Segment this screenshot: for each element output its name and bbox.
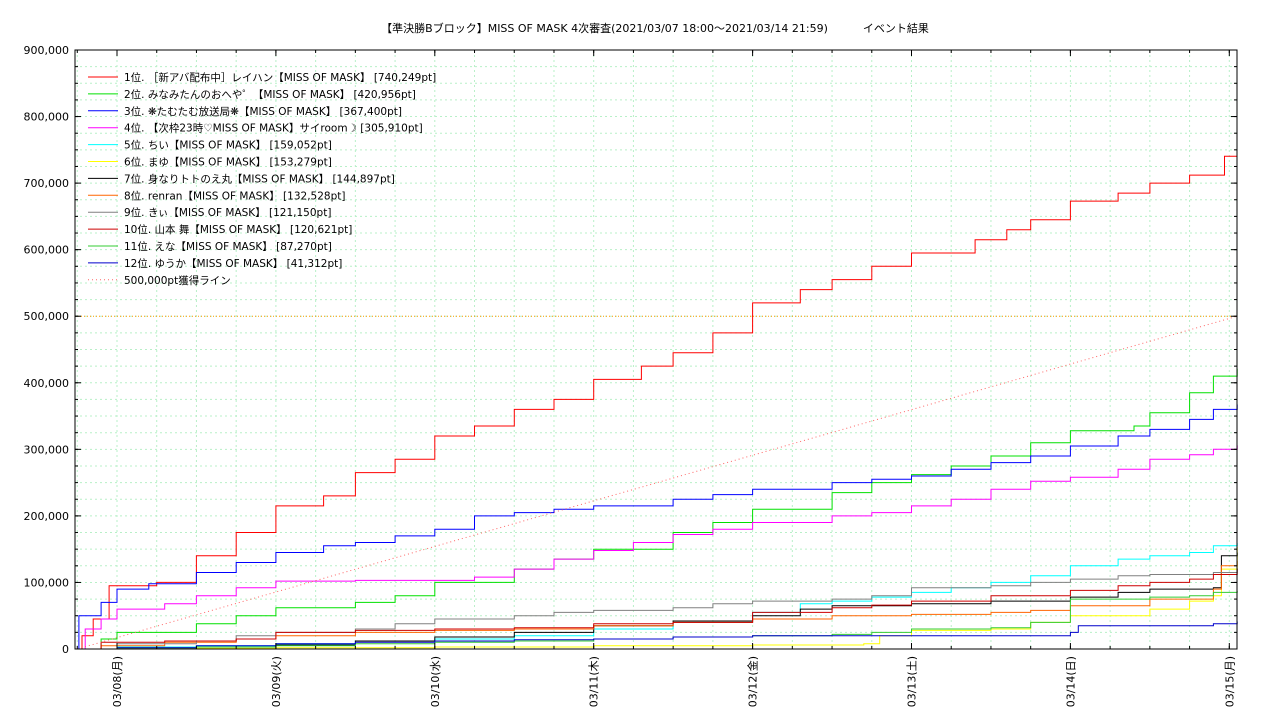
legend-label-4: 4位. 【次枠23時♡MISS OF MASK】サイroom☽ [305,910… bbox=[124, 122, 423, 135]
series-line-9 bbox=[77, 568, 1238, 650]
y-tick-label: 500,000 bbox=[24, 310, 70, 323]
y-tick-label: 100,000 bbox=[24, 576, 70, 589]
x-tick-label: 03/15(月) bbox=[1223, 656, 1236, 707]
legend-label-12: 12位. ゆうか【MISS OF MASK】 [41,312pt] bbox=[124, 257, 342, 270]
x-tick-label: 03/09(火) bbox=[270, 656, 283, 707]
series-line-2 bbox=[77, 368, 1238, 650]
series-line-3 bbox=[77, 404, 1238, 650]
legend-label-5: 5位. ちい【MISS OF MASK】 [159,052pt] bbox=[124, 139, 332, 152]
x-tick-label: 03/14(日) bbox=[1064, 656, 1077, 707]
legend-label-7: 7位. 身なりトトのえ丸【MISS OF MASK】 [144,897pt] bbox=[124, 172, 395, 185]
series-lines bbox=[77, 155, 1238, 650]
legend-label-1: 1位. ［新アバ配布中］レイハン【MISS OF MASK】 [740,249p… bbox=[124, 71, 436, 84]
y-tick-label: 600,000 bbox=[24, 244, 70, 257]
legend-label-9: 9位. きぃ【MISS OF MASK】 [121,150pt] bbox=[124, 206, 331, 219]
legend-label-10: 10位. 山本 舞【MISS OF MASK】 [120,621pt] bbox=[124, 223, 352, 236]
legend-label-11: 11位. えな【MISS OF MASK】 [87,270pt] bbox=[124, 240, 332, 253]
x-tick-label: 03/11(木) bbox=[588, 656, 601, 707]
legend-label-13: 500,000pt獲得ライン bbox=[124, 274, 231, 287]
series-line-1 bbox=[77, 155, 1238, 650]
y-tick-label: 200,000 bbox=[24, 510, 70, 523]
legend-label-6: 6位. まゆ【MISS OF MASK】 [153,279pt] bbox=[124, 156, 332, 169]
y-tick-label: 800,000 bbox=[24, 111, 70, 124]
y-tick-label: 700,000 bbox=[24, 177, 70, 190]
x-tick-label: 03/08(月) bbox=[111, 656, 124, 707]
legend-label-8: 8位. renran【MISS OF MASK】 [132,528pt] bbox=[124, 189, 345, 202]
series-line-4 bbox=[77, 445, 1238, 650]
x-tick-label: 03/10(水) bbox=[429, 656, 442, 707]
y-tick-label: 900,000 bbox=[24, 44, 70, 57]
legend-label-3: 3位. ❋たむたむ放送局❋【MISS OF MASK】 [367,400pt] bbox=[124, 105, 402, 118]
y-tick-label: 400,000 bbox=[24, 377, 70, 390]
legend-label-2: 2位. みなみたんのおへや゜【MISS OF MASK】 [420,956pt] bbox=[124, 88, 416, 101]
y-tick-label: 300,000 bbox=[24, 443, 70, 456]
series-line-10 bbox=[77, 568, 1238, 650]
y-tick-label: 0 bbox=[62, 643, 69, 656]
series-line-11 bbox=[77, 590, 1238, 650]
x-tick-label: 03/12(金) bbox=[746, 656, 760, 707]
legend: 1位. ［新アバ配布中］レイハン【MISS OF MASK】 [740,249p… bbox=[88, 71, 436, 287]
x-tick-label: 03/13(土) bbox=[906, 656, 919, 707]
chart-title: 【準決勝Bブロック】MISS OF MASK 4次審査(2021/03/07 1… bbox=[381, 22, 929, 35]
axes: 0 100,000 200,000 300,000 400,000 500,000 600,… bbox=[24, 44, 1238, 707]
series-line-7 bbox=[77, 552, 1238, 650]
